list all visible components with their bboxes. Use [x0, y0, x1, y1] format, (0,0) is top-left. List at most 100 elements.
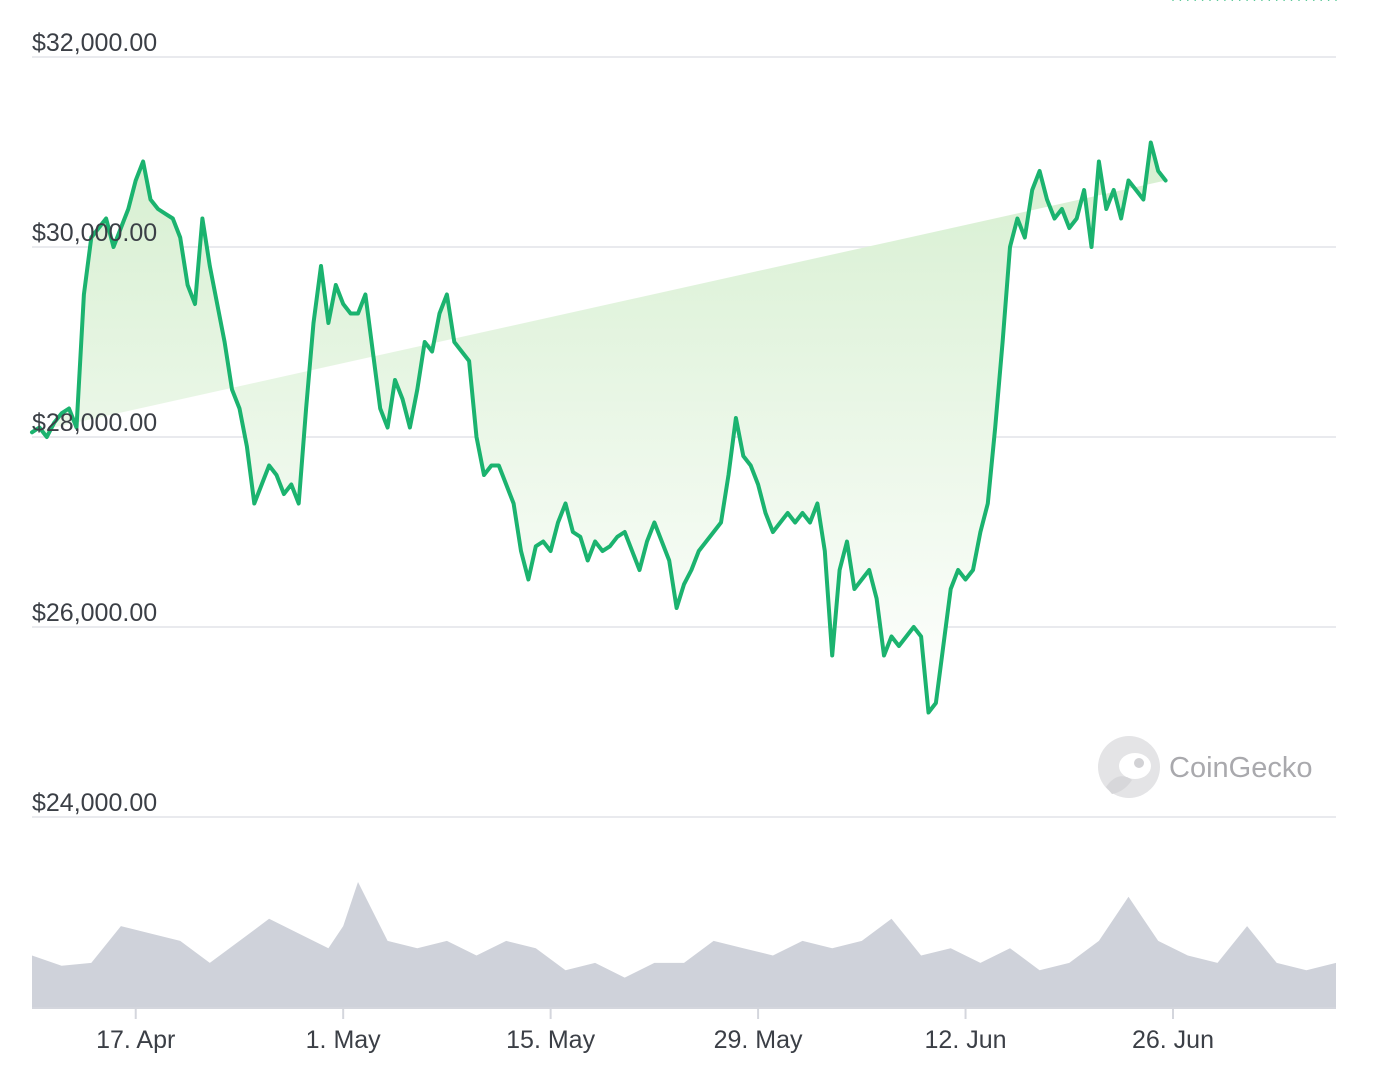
price-point: [1038, 170, 1041, 172]
price-point: [994, 426, 996, 429]
price-point: [1164, 179, 1167, 182]
price-point: [868, 569, 870, 571]
price-point: [1068, 227, 1071, 229]
price-point: [1313, 0, 1315, 1]
price-point: [564, 502, 567, 505]
price-point: [305, 407, 307, 410]
price-point: [453, 341, 456, 343]
price-point: [1224, 0, 1226, 1]
price-point: [134, 179, 137, 182]
price-point: [735, 417, 737, 419]
price-point: [194, 303, 196, 305]
price-point: [512, 502, 515, 505]
price-point: [460, 350, 463, 353]
price-point: [238, 407, 241, 410]
price-point: [764, 512, 767, 514]
price-point: [1201, 0, 1204, 1]
price-point: [327, 322, 330, 324]
price-point: [1090, 246, 1093, 248]
price-point: [1268, 0, 1271, 1]
price-point: [875, 597, 878, 600]
price-point: [972, 569, 974, 571]
x-tick-label: 1. May: [306, 1026, 382, 1054]
price-point: [83, 293, 85, 296]
price-point: [957, 569, 959, 571]
price-series-line[interactable]: [30, 140, 1168, 715]
y-tick-label: $24,000.00: [32, 789, 157, 817]
price-point: [609, 545, 611, 548]
price-point: [1024, 236, 1026, 239]
price-point: [423, 341, 426, 343]
price-point: [1046, 198, 1048, 201]
price-point: [757, 483, 759, 486]
price-point: [779, 521, 782, 524]
price-point: [372, 350, 374, 353]
price-point: [942, 645, 945, 647]
price-point: [75, 426, 78, 429]
price-point: [1061, 208, 1063, 210]
price-point: [898, 645, 900, 647]
price-point: [557, 521, 559, 524]
price-point: [164, 213, 167, 215]
price-point: [275, 474, 278, 476]
price-point: [1001, 341, 1004, 343]
price-point: [683, 583, 685, 586]
price-point: [209, 265, 211, 267]
price-point: [912, 626, 915, 628]
price-point: [1150, 141, 1152, 144]
price-point: [246, 445, 248, 448]
price-point: [742, 455, 745, 457]
price-point: [927, 711, 930, 714]
y-axis-ticks: $32,000.00 $30,000.00 $28,000.00 $26,000.00…: [32, 29, 157, 817]
price-point: [846, 540, 848, 543]
price-point: [712, 531, 715, 533]
price-point: [260, 483, 263, 486]
price-point: [668, 559, 670, 562]
price-point: [1053, 217, 1056, 220]
price-point: [38, 426, 41, 429]
price-point: [342, 303, 345, 305]
price-point: [1298, 0, 1300, 1]
price-point: [201, 217, 204, 220]
price-point: [690, 569, 693, 571]
watermark-text: CoinGecko: [1169, 752, 1312, 784]
price-point: [1253, 0, 1256, 1]
price-point: [335, 284, 337, 286]
price-point: [794, 521, 796, 524]
price-point: [935, 702, 937, 704]
price-point: [1335, 0, 1337, 1]
x-axis-ticks: 17. Apr 1. May 15. May 29. May 12. Jun 26. Ju…: [96, 1008, 1214, 1054]
price-point: [1283, 0, 1285, 1]
price-point: [594, 540, 596, 543]
price-point: [698, 550, 700, 552]
price-point: [1120, 217, 1122, 220]
price-point: [1320, 0, 1322, 1]
price-point: [527, 578, 530, 581]
price-point: [46, 436, 48, 438]
price-point: [1016, 217, 1019, 220]
x-tick-label: 12. Jun: [925, 1026, 1007, 1054]
price-point: [1172, 0, 1174, 1]
price-point: [364, 293, 367, 296]
price-point: [631, 550, 633, 552]
price-point: [727, 474, 730, 476]
price-point: [401, 398, 404, 400]
y-tick-label: $30,000.00: [32, 219, 157, 247]
price-point: [646, 540, 648, 543]
price-point: [831, 654, 833, 657]
price-point: [905, 635, 908, 638]
price-point: [1238, 0, 1241, 1]
price-point: [68, 407, 70, 410]
price-point: [1127, 179, 1130, 182]
price-point: [535, 545, 537, 548]
price-point: [253, 502, 256, 505]
x-tick-label: 15. May: [506, 1026, 595, 1054]
price-point: [579, 536, 582, 538]
price-point: [60, 412, 63, 415]
x-tick-label: 17. Apr: [96, 1026, 175, 1054]
price-point: [53, 421, 55, 424]
price-point: [483, 474, 485, 476]
price-point: [601, 550, 604, 552]
price-point: [172, 217, 174, 220]
